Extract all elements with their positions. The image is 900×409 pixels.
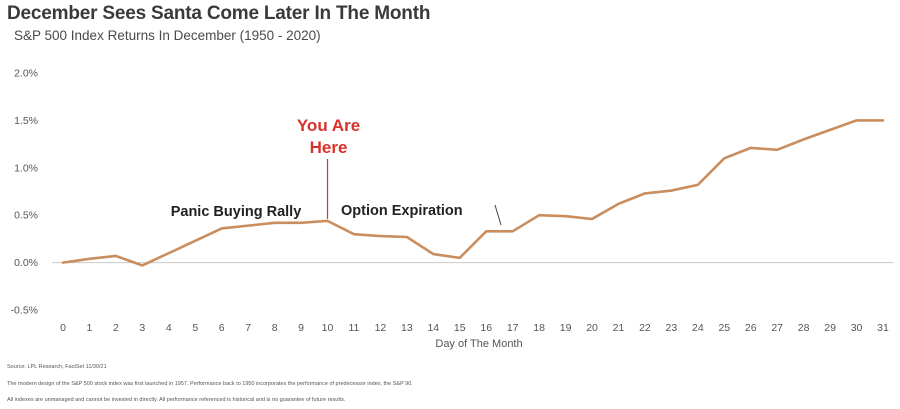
x-tick-label: 21 [613, 322, 625, 334]
x-tick-label: 23 [666, 322, 678, 334]
x-tick-label: 3 [139, 322, 145, 334]
x-tick-label: 25 [718, 322, 730, 334]
x-tick-label: 1 [87, 322, 93, 334]
x-tick-label: 13 [401, 322, 413, 334]
y-tick-label: 2.0% [14, 68, 38, 80]
x-tick-label: 30 [851, 322, 863, 334]
x-tick-label: 7 [245, 322, 251, 334]
footnote-source: Source: LPL Research, FactSet 11/30/21 [7, 364, 107, 370]
x-tick-label: 19 [560, 322, 572, 334]
x-tick-label: 20 [586, 322, 598, 334]
x-tick-label: 28 [798, 322, 810, 334]
annotation-option-expiration: Option Expiration [341, 203, 463, 219]
x-tick-label: 27 [771, 322, 783, 334]
x-tick-label: 22 [639, 322, 651, 334]
x-tick-label: 12 [375, 322, 387, 334]
footnote-methodology: The modern design of the S&P 500 stock i… [7, 381, 413, 387]
annotation-you-are-here: Here [310, 138, 348, 157]
y-tick-label: 0.0% [14, 257, 38, 269]
x-tick-label: 5 [192, 322, 198, 334]
annotation-option-expiration-pointer [494, 204, 502, 226]
chart-subtitle: S&P 500 Index Returns In December (1950 … [14, 28, 321, 43]
x-tick-label: 9 [298, 322, 304, 334]
x-tick-label: 17 [507, 322, 519, 334]
x-tick-label: 26 [745, 322, 757, 334]
x-tick-label: 0 [60, 322, 66, 334]
y-tick-label: -0.5% [11, 305, 38, 317]
x-tick-label: 8 [272, 322, 278, 334]
y-tick-label: 0.5% [14, 210, 38, 222]
x-axis-title: Day of The Month [435, 338, 522, 350]
x-tick-label: 24 [692, 322, 704, 334]
x-tick-label: 18 [533, 322, 545, 334]
x-tick-label: 29 [824, 322, 836, 334]
x-tick-label: 6 [219, 322, 225, 334]
x-tick-label: 11 [349, 322, 360, 334]
annotation-you-are-here: You Are [297, 116, 360, 135]
chart-title: December Sees Santa Come Later In The Mo… [7, 3, 431, 24]
series-line [61, 119, 885, 267]
annotation-panic-buying-rally: Panic Buying Rally [171, 204, 302, 220]
x-tick-label: 16 [480, 322, 492, 334]
y-tick-label: 1.5% [14, 115, 38, 127]
footnote-disclaimer: All indexes are unmanaged and cannot be … [7, 397, 346, 403]
x-tick-label: 14 [427, 322, 439, 334]
x-tick-label: 31 [877, 322, 889, 334]
x-tick-label: 15 [454, 322, 466, 334]
x-tick-label: 10 [322, 322, 334, 334]
x-tick-label: 4 [166, 322, 172, 334]
x-tick-label: 2 [113, 322, 119, 334]
y-tick-label: 1.0% [14, 162, 38, 174]
